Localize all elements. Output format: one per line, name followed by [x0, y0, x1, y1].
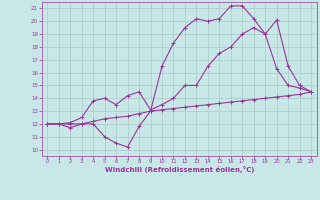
X-axis label: Windchill (Refroidissement éolien,°C): Windchill (Refroidissement éolien,°C) — [105, 166, 254, 173]
